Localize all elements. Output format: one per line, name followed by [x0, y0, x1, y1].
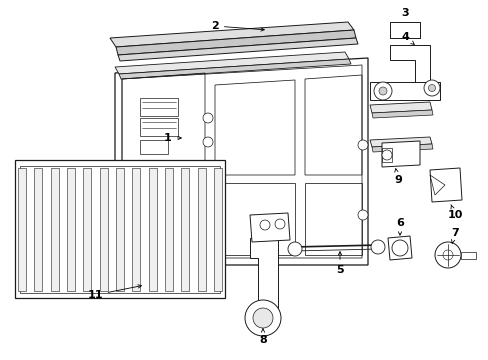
Text: 3: 3 — [400, 8, 408, 18]
Text: 4: 4 — [400, 32, 413, 44]
FancyBboxPatch shape — [213, 168, 222, 291]
FancyBboxPatch shape — [140, 118, 178, 136]
FancyBboxPatch shape — [140, 98, 178, 116]
FancyBboxPatch shape — [67, 168, 75, 291]
Circle shape — [287, 242, 302, 256]
Text: 7: 7 — [450, 228, 458, 244]
FancyBboxPatch shape — [460, 252, 475, 259]
Circle shape — [373, 82, 391, 100]
FancyBboxPatch shape — [132, 168, 140, 291]
FancyBboxPatch shape — [50, 168, 59, 291]
Text: 9: 9 — [393, 168, 401, 185]
Circle shape — [203, 162, 213, 172]
Circle shape — [378, 87, 386, 95]
FancyBboxPatch shape — [100, 168, 107, 291]
Polygon shape — [369, 82, 439, 100]
FancyBboxPatch shape — [83, 168, 91, 291]
Polygon shape — [249, 238, 278, 310]
Polygon shape — [371, 144, 432, 152]
Circle shape — [244, 300, 281, 336]
Text: 6: 6 — [395, 218, 403, 235]
Circle shape — [370, 240, 384, 254]
Polygon shape — [116, 30, 355, 55]
Polygon shape — [115, 52, 348, 74]
FancyBboxPatch shape — [116, 168, 124, 291]
Polygon shape — [15, 160, 224, 298]
Polygon shape — [387, 236, 411, 260]
Circle shape — [142, 165, 163, 185]
Text: 1: 1 — [164, 133, 181, 143]
Text: 10: 10 — [447, 204, 462, 220]
Circle shape — [357, 140, 367, 150]
Text: 8: 8 — [259, 329, 266, 345]
FancyBboxPatch shape — [197, 168, 205, 291]
Text: 5: 5 — [336, 252, 343, 275]
Polygon shape — [369, 102, 431, 113]
Text: 11: 11 — [87, 285, 141, 300]
Text: 2: 2 — [211, 21, 264, 31]
Circle shape — [357, 210, 367, 220]
Circle shape — [203, 137, 213, 147]
Polygon shape — [369, 137, 431, 147]
Polygon shape — [371, 110, 432, 118]
FancyBboxPatch shape — [34, 168, 42, 291]
Circle shape — [252, 308, 272, 328]
Circle shape — [203, 113, 213, 123]
Polygon shape — [115, 58, 367, 265]
Polygon shape — [118, 38, 357, 61]
Polygon shape — [429, 168, 461, 202]
Circle shape — [427, 85, 435, 91]
Polygon shape — [119, 59, 350, 79]
FancyBboxPatch shape — [140, 140, 168, 154]
Polygon shape — [389, 45, 429, 95]
Circle shape — [423, 80, 439, 96]
Circle shape — [434, 242, 460, 268]
FancyBboxPatch shape — [18, 168, 26, 291]
Circle shape — [381, 150, 391, 160]
Polygon shape — [381, 141, 419, 167]
Polygon shape — [249, 213, 289, 242]
FancyBboxPatch shape — [181, 168, 189, 291]
FancyBboxPatch shape — [164, 168, 173, 291]
Polygon shape — [110, 22, 353, 47]
FancyBboxPatch shape — [148, 168, 157, 291]
